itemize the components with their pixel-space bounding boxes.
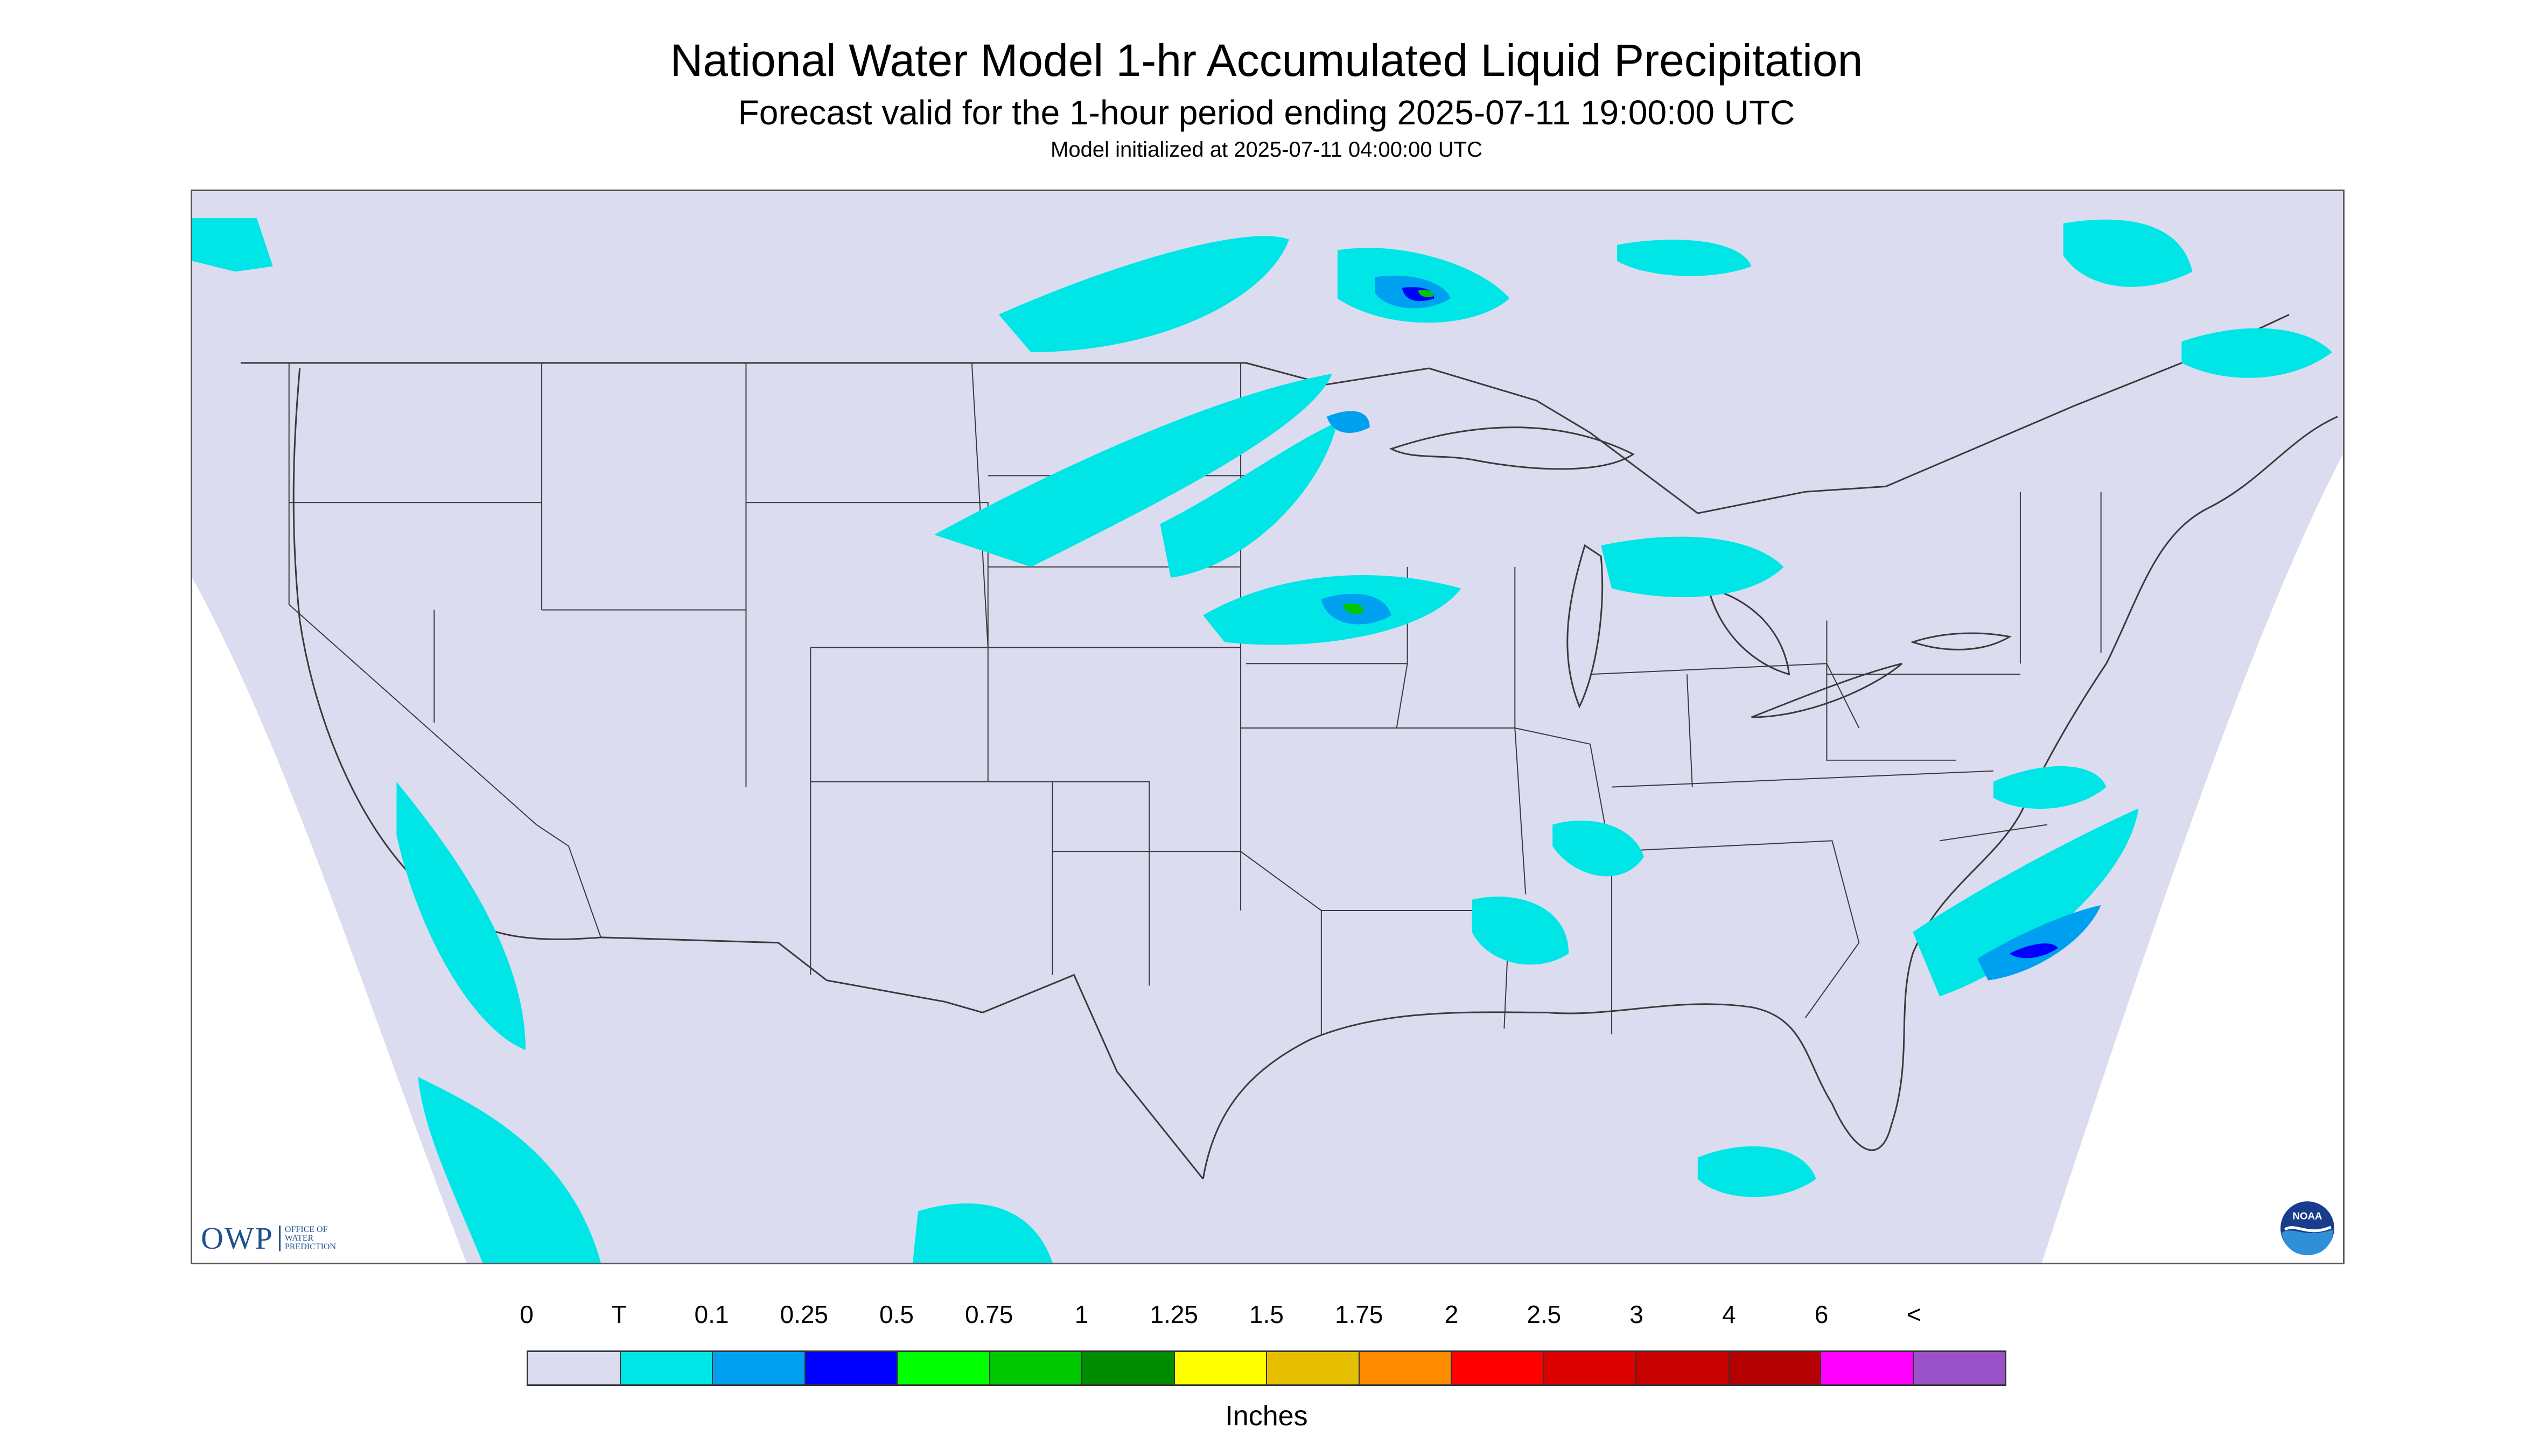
map-canvas <box>192 191 2343 1263</box>
noaa-logo: NOAA <box>2280 1201 2334 1255</box>
owp-logo: OWP OFFICE OF WATER PREDICTION <box>201 1220 355 1256</box>
pacific-coast <box>292 368 601 940</box>
precipitation-areas <box>192 218 2333 1263</box>
precip-area-northern-ontario <box>1617 240 1752 276</box>
legend-units: Inches <box>1225 1401 1308 1432</box>
legend-tick-label: 0.1 <box>694 1300 729 1328</box>
atlantic-gulf-coast <box>1202 416 2338 1179</box>
legend-tick-label: 4 <box>1722 1300 1736 1328</box>
legend-tick-label: < <box>1906 1300 1921 1328</box>
owp-logo-text: OWP <box>201 1221 274 1256</box>
owp-logo-subtext: OFFICE OF WATER PREDICTION <box>278 1225 355 1251</box>
precip-area-michigan <box>1601 536 1784 598</box>
legend-tick-label: 6 <box>1814 1300 1829 1328</box>
model-domain <box>192 191 2343 1263</box>
legend-tick-label: 2 <box>1444 1300 1459 1328</box>
precip-heavy-atlantic <box>2009 943 2058 958</box>
legend-swatch <box>1174 1352 1267 1384</box>
precip-core-atlantic <box>1977 905 2101 981</box>
legend-tick-label: 2.5 <box>1527 1300 1562 1328</box>
legend-tick-label: 0.5 <box>879 1300 914 1328</box>
legend-swatch <box>805 1352 898 1384</box>
lake-erie <box>1751 662 1903 718</box>
legend-swatch <box>1544 1352 1636 1384</box>
legend-swatch <box>1359 1352 1452 1384</box>
legend-tick-label: 3 <box>1629 1300 1643 1328</box>
boundaries <box>240 313 2338 1180</box>
legend-swatch <box>620 1352 713 1384</box>
legend-swatch <box>1082 1352 1175 1384</box>
legend-swatch <box>1452 1352 1544 1384</box>
map-subtitle: Forecast valid for the 1-hour period end… <box>738 93 1795 132</box>
legend-tick-label: 0.75 <box>964 1300 1013 1328</box>
legend-tick-label: 0.25 <box>780 1300 829 1328</box>
precip-area-plains-band <box>934 373 1332 567</box>
legend-swatch <box>1267 1352 1360 1384</box>
precip-area-offshore-carolina <box>1993 766 2107 809</box>
lake-superior <box>1389 426 1635 470</box>
precip-area-mississippi <box>1472 897 1569 965</box>
us-canada-border <box>240 313 2290 514</box>
precip-area-gulf <box>1697 1146 1816 1198</box>
legend-swatch <box>528 1352 621 1384</box>
precip-area-nw <box>192 218 273 272</box>
precip-area-plains-band-2 <box>1160 422 1338 578</box>
map-title: National Water Model 1-hr Accumulated Li… <box>670 35 1863 86</box>
precip-area-pacific-south <box>418 1077 601 1263</box>
precip-area-baja <box>396 781 526 1051</box>
precip-peak-ontario <box>1418 290 1433 297</box>
legend-tick-label: 1.5 <box>1249 1300 1284 1328</box>
legend-tick-label: T <box>611 1300 627 1328</box>
legend-colorbar <box>527 1350 2006 1386</box>
legend-tick-label: 1.25 <box>1150 1300 1199 1328</box>
precip-area-mexico-south <box>912 1203 1053 1263</box>
us-mexico-border <box>600 936 1204 1180</box>
legend-swatch <box>713 1352 806 1384</box>
lake-huron <box>1707 587 1790 676</box>
noaa-logo-text: NOAA <box>2292 1210 2322 1221</box>
legend-tick-label: 1.75 <box>1334 1300 1383 1328</box>
precip-area-new-brunswick <box>2181 328 2333 378</box>
legend-tick-label: 0 <box>520 1300 534 1328</box>
precip-area-quebec <box>2063 219 2193 287</box>
lake-michigan <box>1566 544 1604 709</box>
legend-swatch <box>1729 1352 1821 1384</box>
legend-swatch <box>898 1352 990 1384</box>
precip-area-atlantic <box>1913 808 2139 997</box>
legend-swatch <box>1821 1352 1914 1384</box>
precip-peak-iowa <box>1342 603 1363 614</box>
precipitation-map[interactable]: OWP OFFICE OF WATER PREDICTION NOAA <box>191 190 2345 1264</box>
legend-swatch <box>1636 1352 1729 1384</box>
legend-tick-label: 1 <box>1074 1300 1089 1328</box>
precip-core-minnesota <box>1326 411 1370 433</box>
lake-ontario <box>1910 632 2012 650</box>
model-init-text: Model initialized at 2025-07-11 04:00:00… <box>1051 138 1482 162</box>
precip-area-north-dakota <box>998 236 1289 353</box>
legend-swatch <box>1913 1352 2005 1384</box>
precip-area-alabama <box>1552 820 1644 877</box>
legend-swatch <box>990 1352 1082 1384</box>
